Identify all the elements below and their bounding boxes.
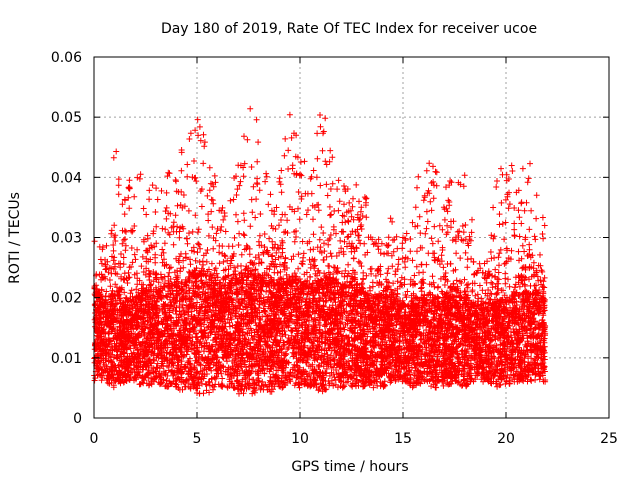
x-axis-label: GPS time / hours — [291, 459, 408, 475]
y-tick-label: 0.01 — [51, 351, 82, 367]
y-tick-label: 0.05 — [51, 110, 82, 126]
x-tick-label: 20 — [497, 431, 515, 447]
axis-ticks: 0 5 10 15 20 25 0 0.01 0.02 0.03 0.04 0.05 0.06 — [51, 50, 618, 447]
y-tick-label: 0.02 — [51, 291, 82, 307]
x-tick-label: 15 — [394, 431, 412, 447]
x-tick-label: 5 — [193, 431, 202, 447]
y-tick-label: 0.03 — [51, 231, 82, 247]
data-points — [91, 105, 549, 397]
y-axis-label: ROTI / TECUs — [7, 192, 23, 284]
x-tick-label: 10 — [291, 431, 309, 447]
chart-title: Day 180 of 2019, Rate Of TEC Index for r… — [161, 21, 537, 37]
x-tick-label: 25 — [600, 431, 618, 447]
y-tick-label: 0.06 — [51, 50, 82, 66]
x-tick-label: 0 — [90, 431, 99, 447]
scatter-markers — [91, 105, 549, 397]
y-tick-label: 0 — [73, 411, 82, 427]
y-tick-label: 0.04 — [51, 170, 82, 186]
